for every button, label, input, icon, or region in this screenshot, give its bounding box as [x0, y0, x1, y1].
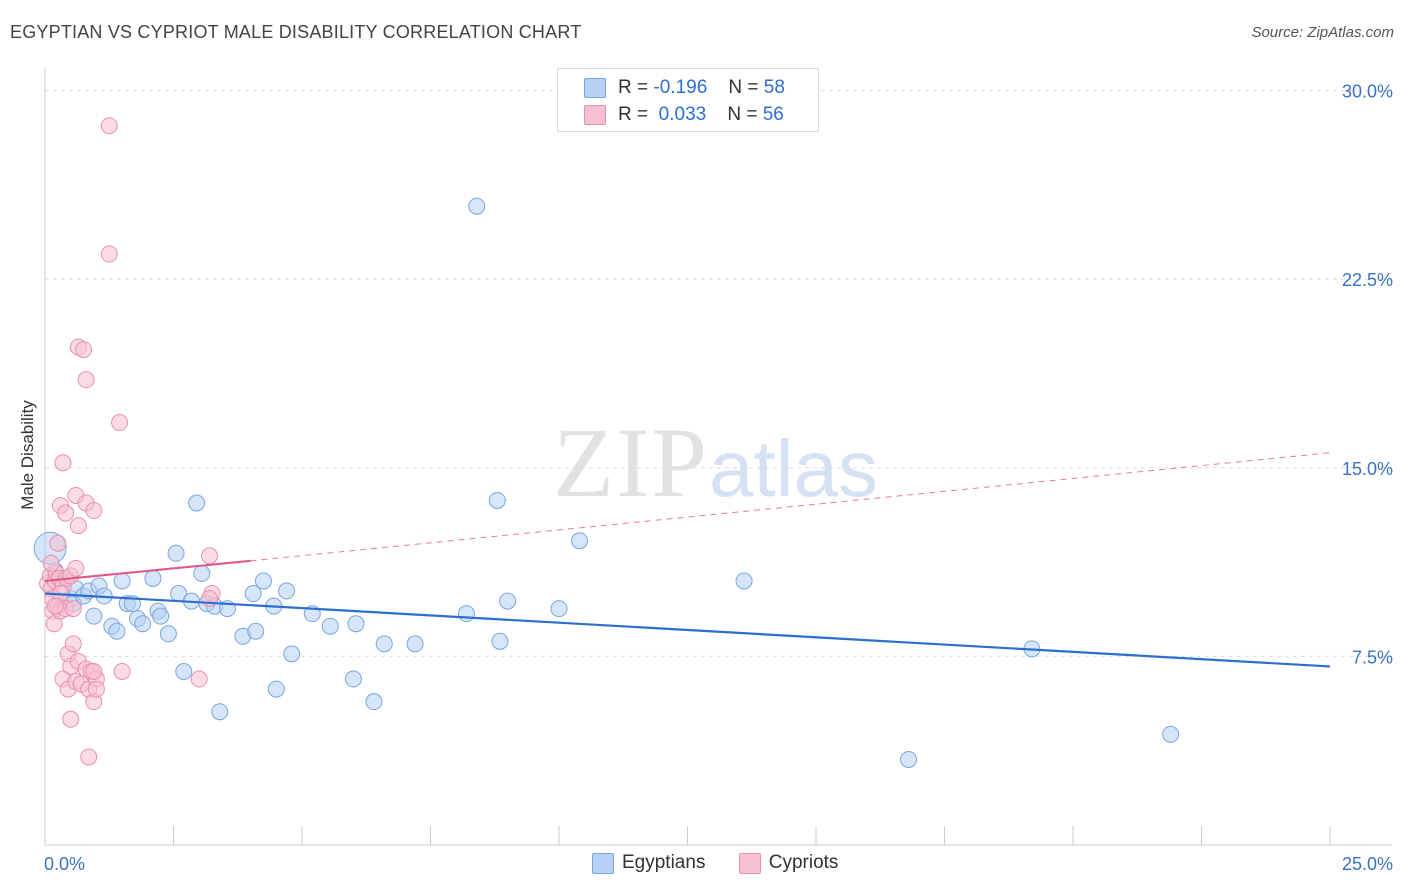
data-point-egyptians	[468, 197, 486, 215]
legend-swatch-egyptians	[584, 78, 606, 98]
legend-swatch-cypriots	[584, 105, 606, 125]
data-point-egyptians	[488, 491, 506, 509]
data-point-cypriots	[85, 502, 103, 520]
data-point-cypriots	[49, 534, 67, 552]
x-tick-label: 0.0%	[44, 854, 85, 874]
data-point-cypriots	[80, 748, 98, 766]
series-legend: Egyptians Cypriots	[592, 852, 866, 874]
y-tick-label: 7.5%	[1352, 647, 1393, 667]
legend-n-value: 58	[763, 77, 785, 98]
data-point-egyptians	[167, 544, 185, 562]
legend-r-label: R =	[618, 77, 649, 98]
correlation-legend: R = -0.196 N = 58 R = 0.033 N = 56	[557, 68, 819, 132]
y-tick-label: 30.0%	[1342, 82, 1393, 102]
data-point-egyptians	[188, 494, 206, 512]
data-point-egyptians	[499, 592, 517, 610]
data-point-egyptians	[152, 607, 170, 625]
data-point-egyptians	[211, 703, 229, 721]
data-point-egyptians	[283, 645, 301, 663]
trend-line-egyptians	[44, 592, 1331, 668]
data-point-egyptians	[267, 680, 285, 698]
watermark: ZIPatlas	[553, 405, 878, 520]
watermark-zip: ZIP	[553, 407, 709, 518]
data-point-cypriots	[46, 597, 64, 615]
data-point-cypriots	[64, 635, 82, 653]
data-point-egyptians	[347, 615, 365, 633]
data-point-cypriots	[64, 600, 82, 618]
legend-r-value: 0.033	[658, 104, 707, 125]
data-point-cypriots	[67, 559, 85, 577]
data-point-cypriots	[62, 710, 80, 728]
data-point-cypriots	[42, 554, 60, 572]
data-point-egyptians	[735, 572, 753, 590]
data-point-cypriots	[57, 504, 75, 522]
data-point-egyptians	[175, 662, 193, 680]
data-point-egyptians	[254, 572, 272, 590]
data-point-egyptians	[193, 564, 211, 582]
data-point-cypriots	[75, 341, 93, 359]
legend-r-label: R =	[618, 104, 649, 125]
data-point-egyptians	[144, 569, 162, 587]
data-point-egyptians	[113, 572, 131, 590]
data-point-cypriots	[190, 670, 208, 688]
data-point-cypriots	[77, 371, 95, 389]
data-point-egyptians	[159, 625, 177, 643]
series-label-egyptians: Egyptians	[622, 852, 706, 873]
data-point-egyptians	[247, 622, 265, 640]
legend-n-label: N =	[728, 77, 759, 98]
watermark-atlas: atlas	[709, 424, 878, 513]
trend-line-cypriots	[44, 559, 251, 583]
series-label-cypriots: Cypriots	[768, 852, 839, 873]
data-point-egyptians	[550, 600, 568, 618]
data-point-cypriots	[113, 662, 131, 680]
source-label: Source: ZipAtlas.com	[1251, 24, 1394, 41]
data-point-egyptians	[900, 750, 918, 768]
x-tick-label: 25.0%	[1342, 854, 1393, 874]
data-point-egyptians	[457, 605, 475, 623]
data-point-cypriots	[100, 245, 118, 263]
series-legend-egyptians[interactable]: Egyptians	[592, 852, 705, 874]
trend-line-extension-cypriots	[250, 452, 1331, 562]
data-point-egyptians	[375, 635, 393, 653]
data-point-cypriots	[69, 517, 87, 535]
data-point-egyptians	[344, 670, 362, 688]
series-swatch-cypriots	[738, 853, 761, 874]
data-point-egyptians	[278, 582, 296, 600]
data-point-egyptians	[85, 607, 103, 625]
data-point-egyptians	[1162, 725, 1180, 743]
data-point-egyptians	[491, 632, 509, 650]
legend-r-value: -0.196	[653, 77, 708, 98]
legend-n-label: N =	[727, 104, 758, 125]
data-point-egyptians	[108, 622, 126, 640]
y-tick-label: 22.5%	[1342, 270, 1393, 290]
data-point-egyptians	[365, 693, 383, 711]
data-point-egyptians	[134, 615, 152, 633]
series-swatch-egyptians	[592, 853, 614, 874]
data-point-egyptians	[571, 532, 589, 550]
data-point-cypriots	[54, 454, 72, 472]
chart-title: EGYPTIAN VS CYPRIOT MALE DISABILITY CORR…	[10, 22, 582, 42]
series-cypriots	[39, 117, 221, 766]
data-point-cypriots	[87, 680, 105, 698]
data-point-cypriots	[111, 414, 129, 432]
data-point-cypriots	[85, 662, 103, 680]
data-point-cypriots	[200, 547, 218, 565]
data-point-cypriots	[100, 117, 118, 135]
y-tick-label: 15.0%	[1342, 459, 1393, 479]
data-point-egyptians	[321, 617, 339, 635]
legend-n-value: 56	[762, 104, 784, 125]
series-legend-cypriots[interactable]: Cypriots	[738, 852, 839, 874]
data-point-egyptians	[406, 635, 424, 653]
data-point-egyptians	[244, 585, 262, 603]
